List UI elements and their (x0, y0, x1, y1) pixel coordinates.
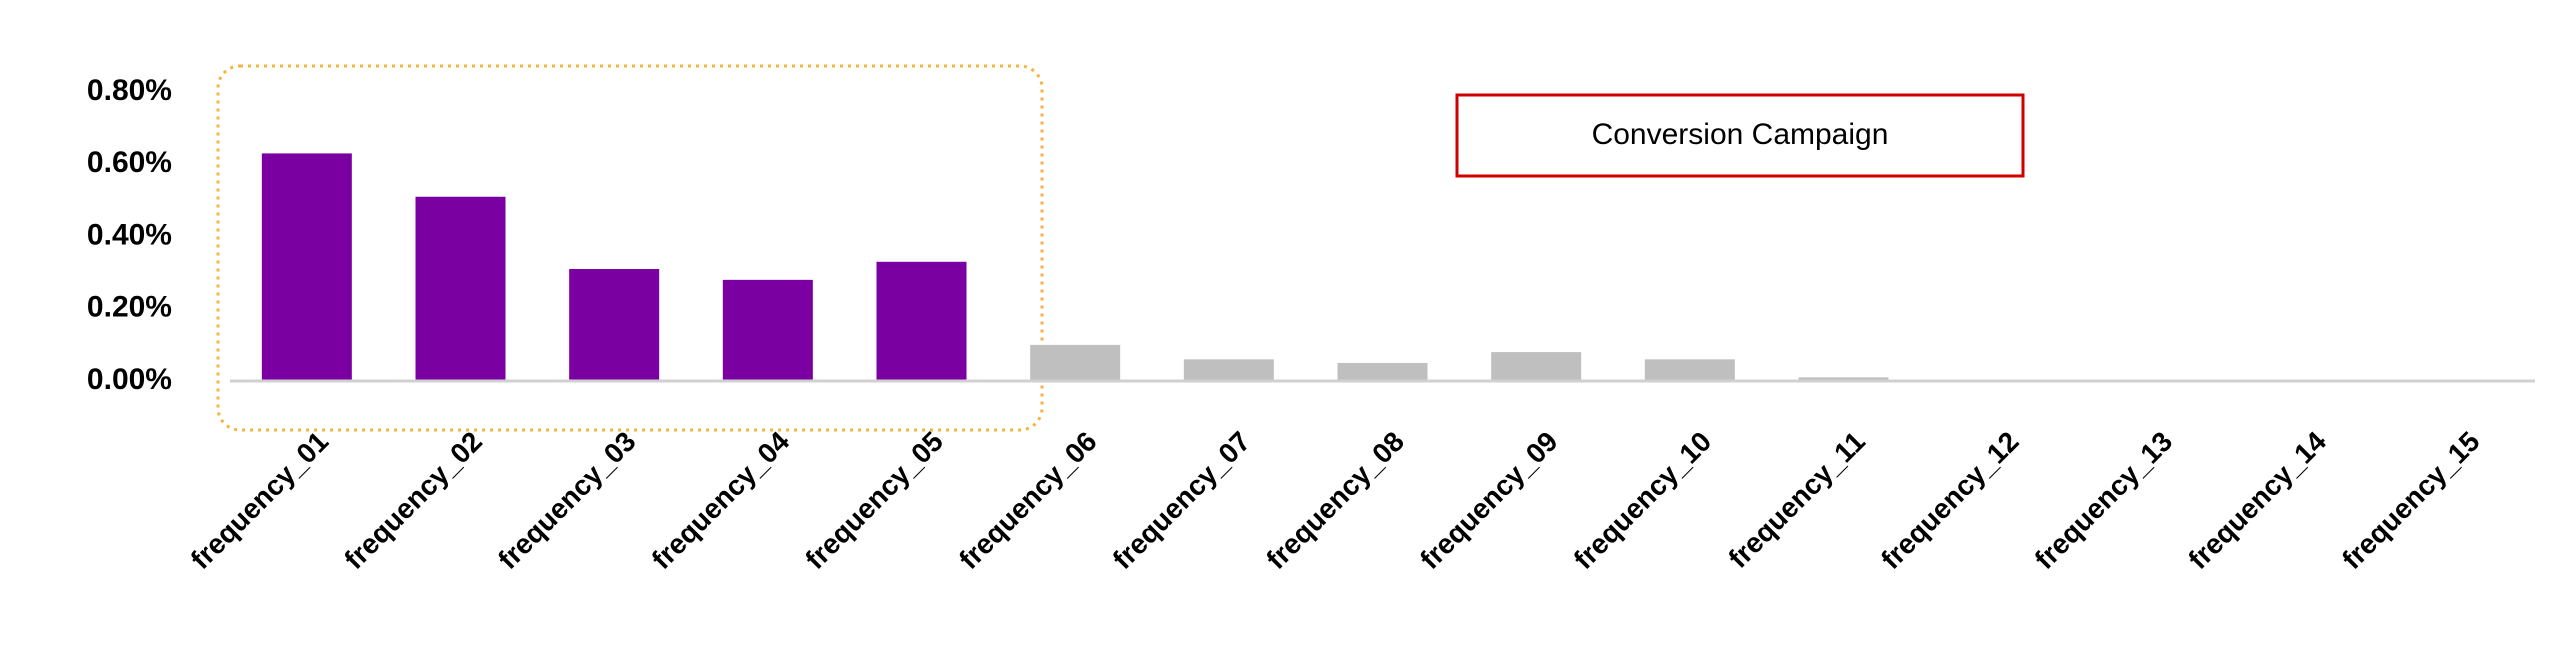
y-tick-label: 0.00% (87, 363, 172, 396)
x-tick-label: frequency_15 (2336, 426, 2486, 576)
annotation-box (1455, 93, 2025, 178)
bar (1337, 362, 1428, 381)
bar (1644, 359, 1735, 381)
bar (876, 261, 967, 381)
x-tick-label: frequency_13 (2029, 426, 2179, 576)
bar (1491, 352, 1582, 381)
y-tick-label: 0.40% (87, 218, 172, 251)
x-tick-label: frequency_04 (646, 425, 796, 575)
x-tick-label: frequency_02 (338, 426, 488, 576)
y-tick-label: 0.60% (87, 146, 172, 179)
bar (569, 269, 660, 381)
bar (1030, 344, 1121, 381)
annotation: Conversion Campaign (1592, 118, 1889, 151)
bar (261, 153, 352, 381)
x-tick-label: frequency_08 (1260, 426, 1410, 576)
x-tick-label: frequency_05 (799, 426, 949, 576)
x-tick-label: frequency_09 (1414, 426, 1564, 576)
y-tick-label: 0.80% (87, 74, 172, 107)
bar (1183, 359, 1274, 381)
x-tick-label: frequency_03 (492, 426, 642, 576)
x-tick-label: frequency_14 (2182, 425, 2332, 575)
bar (415, 196, 506, 381)
x-tick-label: frequency_11 (1722, 426, 1870, 574)
x-tick-label: frequency_07 (1107, 426, 1257, 576)
bar (1798, 377, 1889, 381)
x-tick-label: frequency_12 (1875, 426, 2025, 576)
y-tick-label: 0.20% (87, 291, 172, 324)
bar (722, 279, 813, 381)
x-tick-label: frequency_06 (953, 426, 1103, 576)
x-tick-label: frequency_01 (185, 426, 335, 576)
x-tick-label: frequency_10 (1568, 426, 1718, 576)
